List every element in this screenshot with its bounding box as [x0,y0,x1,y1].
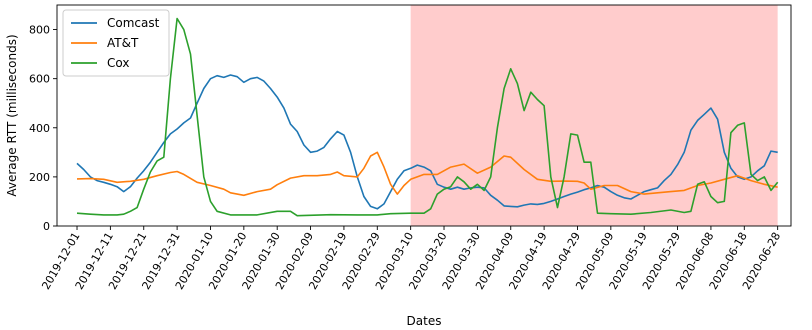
x-axis-title: Dates [407,314,442,328]
legend-label: Cox [107,56,129,70]
y-tick-label: 400 [29,122,50,135]
series-line-att [76,151,778,197]
y-tick-label: 200 [29,171,50,184]
y-tick-label: 600 [29,73,50,86]
plot-frame [56,4,792,227]
legend-label: AT&T [107,36,139,50]
series-line-comcast [76,74,778,210]
legend-box [62,9,170,77]
y-axis-title: Average RTT (milliseconds) [5,34,19,196]
legend-label: Comcast [107,16,160,30]
series-line-cox [76,17,779,217]
y-tick-label: 800 [29,24,50,37]
y-tick-label: 0 [43,220,50,233]
